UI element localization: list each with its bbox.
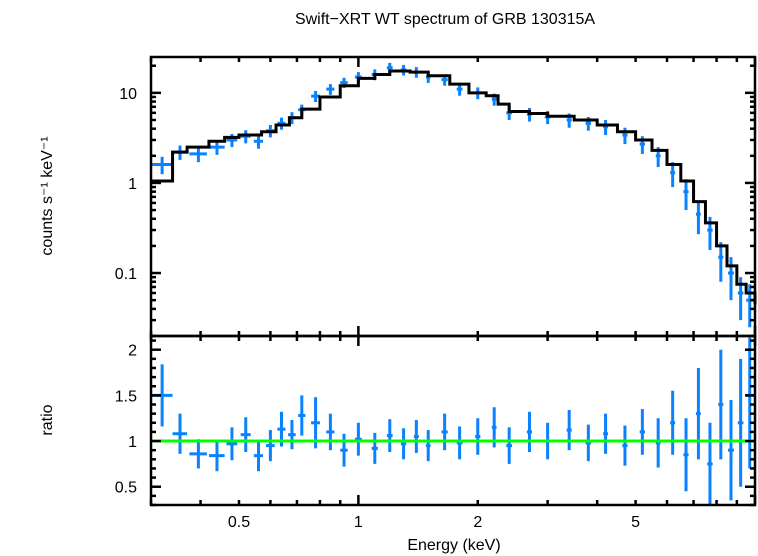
ratio-data-point: [400, 428, 407, 460]
ratio-x-ticks: [149, 336, 757, 505]
spectrum-data-point: [253, 135, 264, 149]
ratio-data-point: [413, 420, 419, 453]
ratio-data-point: [208, 440, 225, 472]
ratio-data-point: [526, 411, 533, 453]
spectrum-data-point: [718, 242, 724, 282]
spectrum-panel-frame: [149, 55, 757, 338]
ratio-panel: 0.5 1 1.5 2 ratio: [39, 334, 757, 507]
ratio-data-point: [585, 424, 592, 462]
ratio-data-point: [386, 419, 393, 453]
ratio-data-point: [566, 409, 572, 451]
ratio-data-point: [326, 413, 335, 451]
model-step-line: [151, 69, 757, 305]
ratio-y-ticks: 0.5 1 1.5 2: [115, 339, 755, 507]
ratio-data-point: [266, 430, 275, 462]
ratio-data-point: [746, 336, 754, 469]
spectrum-data-point: [670, 162, 676, 188]
ratio-data-point: [696, 367, 701, 460]
ratio-data-point: [737, 358, 744, 487]
ratio-data-point: [670, 390, 676, 455]
x-axis-label: Energy (keV): [407, 537, 500, 554]
spectrum-data-point: [189, 147, 207, 163]
ratio-data-point: [172, 413, 188, 454]
ratio-data-point: [189, 439, 207, 469]
ratio-data-point: [441, 413, 448, 451]
spectrum-data-point: [728, 257, 734, 301]
ratio-data-point: [506, 427, 513, 464]
ratio-data-point: [226, 427, 238, 461]
ratio-data-point: [288, 420, 296, 450]
ratio-data-point: [340, 433, 348, 467]
x-tick-label: 5: [631, 514, 640, 531]
spectrum-data-point: [683, 179, 689, 211]
ratio-data-point: [253, 440, 264, 472]
x-tick-labels: 0.5 1 2 5: [228, 514, 640, 531]
ratio-data-point: [425, 430, 431, 462]
ratio-data-point: [298, 395, 306, 436]
ratio-data-point: [456, 426, 463, 460]
spectrum-data-point: [696, 201, 701, 235]
ratio-data-point: [728, 399, 734, 501]
spectrum-data-point: [326, 84, 335, 95]
x-tick-label: 0.5: [228, 514, 250, 531]
y-tick-label: 0.1: [115, 266, 137, 283]
ratio-data-point: [371, 432, 378, 464]
spectrum-y-ticks: 0.1 1 10: [115, 64, 755, 338]
ratio-data-series: [151, 336, 754, 505]
ratio-data-point: [655, 418, 661, 468]
x-tick-label: 1: [354, 514, 363, 531]
spectrum-data-point: [151, 156, 173, 175]
ratio-y-axis-label: ratio: [39, 404, 56, 435]
y-tick-label: 1.5: [115, 388, 137, 405]
spectrum-y-axis-label: counts s⁻¹ keV⁻¹: [39, 136, 56, 255]
ratio-data-point: [622, 425, 628, 466]
spectrum-data-point: [240, 130, 251, 144]
ratio-data-point: [639, 409, 645, 455]
ratio-data-point: [475, 418, 481, 455]
spectrum-data-point: [208, 140, 225, 155]
spectrum-panel: 0.1 1 10 counts s⁻¹ keV⁻¹: [39, 55, 757, 338]
x-tick-label: 2: [473, 514, 482, 531]
y-tick-label: 1: [128, 176, 137, 193]
ratio-data-point: [707, 422, 713, 505]
chart-title: Swift−XRT WT spectrum of GRB 130315A: [295, 11, 595, 28]
spectrum-data-point: [603, 119, 609, 136]
ratio-data-point: [603, 413, 609, 454]
spectrum-data-point: [226, 133, 238, 148]
ratio-data-point: [683, 418, 689, 492]
y-tick-label: 10: [119, 86, 137, 103]
y-tick-label: 2: [128, 343, 137, 360]
spectrum-data-series: [151, 62, 754, 328]
y-tick-label: 0.5: [115, 480, 137, 497]
ratio-data-point: [240, 417, 251, 453]
y-tick-label: 1: [128, 434, 137, 451]
ratio-data-point: [354, 422, 362, 456]
spectrum-x-ticks: [149, 57, 757, 336]
ratio-panel-frame: [149, 334, 757, 507]
spectrum-data-point: [622, 127, 628, 145]
ratio-data-point: [718, 349, 724, 460]
